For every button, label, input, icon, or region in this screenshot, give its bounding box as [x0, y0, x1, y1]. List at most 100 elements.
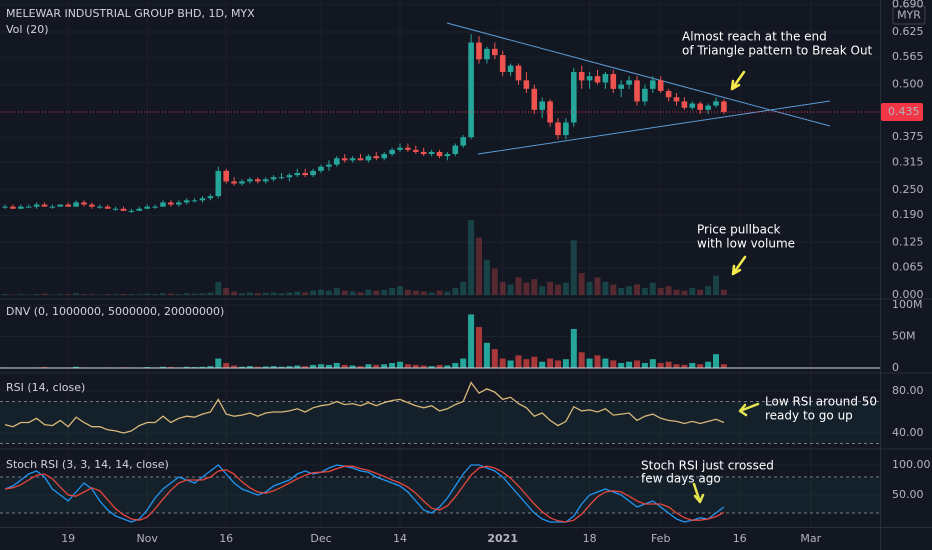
volume-overlay-bar: [88, 294, 95, 296]
volume-overlay-bar: [641, 287, 648, 296]
volume-overlay-bar: [65, 294, 72, 296]
x-tick-label: 19: [61, 532, 75, 545]
volume-overlay-bar: [104, 294, 111, 296]
volume-overlay-bar: [112, 294, 119, 296]
volume-overlay-bar: [397, 286, 403, 296]
x-tick-label: 16: [219, 532, 233, 545]
candle-body: [681, 101, 688, 108]
volume-bar: [586, 358, 593, 369]
y-tick-label: 0.065: [892, 261, 924, 274]
volume-overlay-bar: [215, 281, 222, 296]
candle-body: [357, 158, 364, 161]
volume-overlay-bar: [41, 293, 48, 296]
volume-overlay-bar: [223, 287, 230, 296]
symbol-title: MELEWAR INDUSTRIAL GROUP BHD, 1D, MYX: [6, 7, 255, 20]
volume-bar: [404, 364, 411, 369]
candle-body: [460, 137, 466, 146]
y-tick-label: 100.00: [892, 458, 931, 471]
y-tick-label: 80.00: [892, 384, 924, 397]
candle-body: [120, 208, 127, 211]
candle-body: [602, 74, 609, 83]
candle-body: [499, 55, 506, 72]
volume-overlay-bar: [389, 287, 396, 296]
candle-body: [302, 172, 308, 176]
rsi-legend: RSI (14, close): [6, 381, 85, 394]
volume-bar: [673, 364, 680, 369]
volume-bar: [373, 364, 380, 369]
volume-overlay-bar: [365, 289, 372, 296]
annotation: Almost reach at the end: [682, 30, 827, 44]
candle-body: [199, 198, 206, 201]
candle-body: [531, 88, 538, 110]
volume-overlay-bar: [73, 293, 80, 296]
volume-overlay-bar: [634, 284, 640, 296]
volume-overlay-bar: [81, 294, 87, 296]
volume-overlay-bar: [341, 290, 348, 296]
volume-overlay-bar: [452, 287, 459, 296]
volume-overlay-bar: [555, 284, 561, 296]
annotation: of Triangle pattern to Break Out: [682, 44, 873, 58]
volume-bar: [397, 361, 403, 369]
volume-overlay-bar: [483, 259, 490, 296]
volume-overlay-bar: [476, 237, 482, 296]
y-tick-label: 50M: [892, 330, 916, 343]
candle-body: [594, 76, 601, 83]
currency[interactable]: MYR: [897, 9, 921, 22]
volume-bar: [547, 358, 554, 369]
volume-overlay-bar: [713, 275, 719, 296]
y-tick-label: 0: [892, 361, 899, 374]
volume-overlay-bar: [523, 282, 530, 296]
x-tick-label: Mar: [800, 532, 821, 545]
candle-body: [57, 204, 64, 207]
volume-bar: [207, 366, 214, 369]
volume-overlay-bar: [373, 290, 380, 296]
volume-overlay-bar: [381, 289, 388, 296]
candle-body: [539, 101, 545, 110]
volume-bar: [713, 354, 719, 369]
band-fill: [0, 477, 880, 514]
volume-bar: [649, 359, 656, 369]
candle-body: [136, 208, 143, 211]
marks: [0, 34, 880, 523]
y-tick-label: 50.00: [892, 488, 924, 501]
volume-bar: [73, 366, 80, 369]
volume-overlay-bar: [578, 272, 585, 296]
volume-overlay-bar: [562, 282, 569, 296]
candle-body: [571, 71, 577, 123]
candle-body: [413, 149, 419, 152]
candle-body: [713, 101, 719, 106]
currency-box[interactable]: [892, 5, 926, 25]
candle-body: [89, 204, 95, 207]
candle-body: [286, 175, 293, 178]
candle-body: [689, 103, 696, 108]
candle-body: [247, 179, 253, 182]
candle-body: [452, 145, 459, 155]
volume-overlay-bar: [136, 294, 143, 296]
candle-body: [381, 154, 387, 159]
volume-bar: [246, 366, 253, 369]
candle-body: [294, 172, 301, 176]
volume-overlay-bar: [444, 291, 451, 296]
volume-overlay-bar: [57, 294, 64, 296]
candle-body: [160, 202, 166, 207]
volume-overlay-bar: [412, 290, 419, 296]
annotation: few days ago: [641, 472, 721, 486]
volume-bar: [697, 364, 704, 369]
candle-body: [41, 204, 48, 207]
volume-overlay-bar: [673, 289, 680, 296]
volume-bar: [215, 358, 222, 369]
last-price-tag: [881, 102, 923, 121]
volume-overlay-bar: [499, 281, 506, 296]
candle-body: [547, 101, 553, 123]
volume-bar: [555, 360, 561, 369]
y-tick-label: 0.690: [892, 0, 924, 11]
volume-overlay-bar: [657, 287, 664, 296]
annotation: Price pullback: [697, 223, 781, 237]
candle-body: [144, 206, 150, 209]
volume-overlay-bar: [128, 294, 135, 296]
volume-bar: [665, 361, 672, 369]
candle-body: [18, 206, 24, 209]
volume-overlay-bar: [318, 289, 324, 296]
volume-bar: [507, 360, 514, 369]
